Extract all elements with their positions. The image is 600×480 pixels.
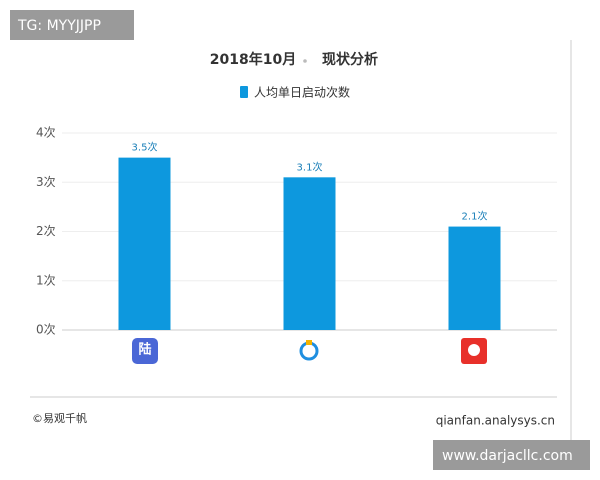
app-icon-glyph: 陆: [138, 342, 151, 358]
watermark: www.darjacllc.com: [442, 448, 573, 464]
site-url: qianfan.analysys.cn: [436, 414, 555, 428]
app-icon-part: [468, 344, 480, 356]
chart-title: 2018年10月: [210, 51, 296, 68]
y-tick-label: 0次: [36, 323, 56, 337]
legend-label: 人均单日启动次数: [254, 85, 350, 100]
bar: [118, 157, 171, 330]
watermark-box: [10, 10, 134, 40]
app-icon: [132, 338, 158, 364]
watermark: TG: MYYJJPP: [17, 18, 101, 34]
value-label: 3.5次: [132, 141, 158, 154]
value-label: 3.1次: [297, 160, 323, 173]
y-tick-label: 2次: [36, 224, 56, 238]
bar: [448, 226, 501, 330]
watermark-box: [433, 440, 590, 470]
legend-swatch: [240, 86, 248, 98]
title-dot: [303, 59, 307, 63]
source: ©易观千帆: [32, 411, 87, 425]
y-tick-label: 1次: [36, 273, 56, 287]
y-tick-label: 3次: [36, 175, 56, 189]
bar: [283, 177, 336, 330]
value-label: 2.1次: [462, 210, 488, 223]
app-icon-part: [306, 340, 312, 345]
y-tick-label: 4次: [36, 126, 56, 140]
chart-subtitle: 现状分析: [322, 51, 378, 68]
